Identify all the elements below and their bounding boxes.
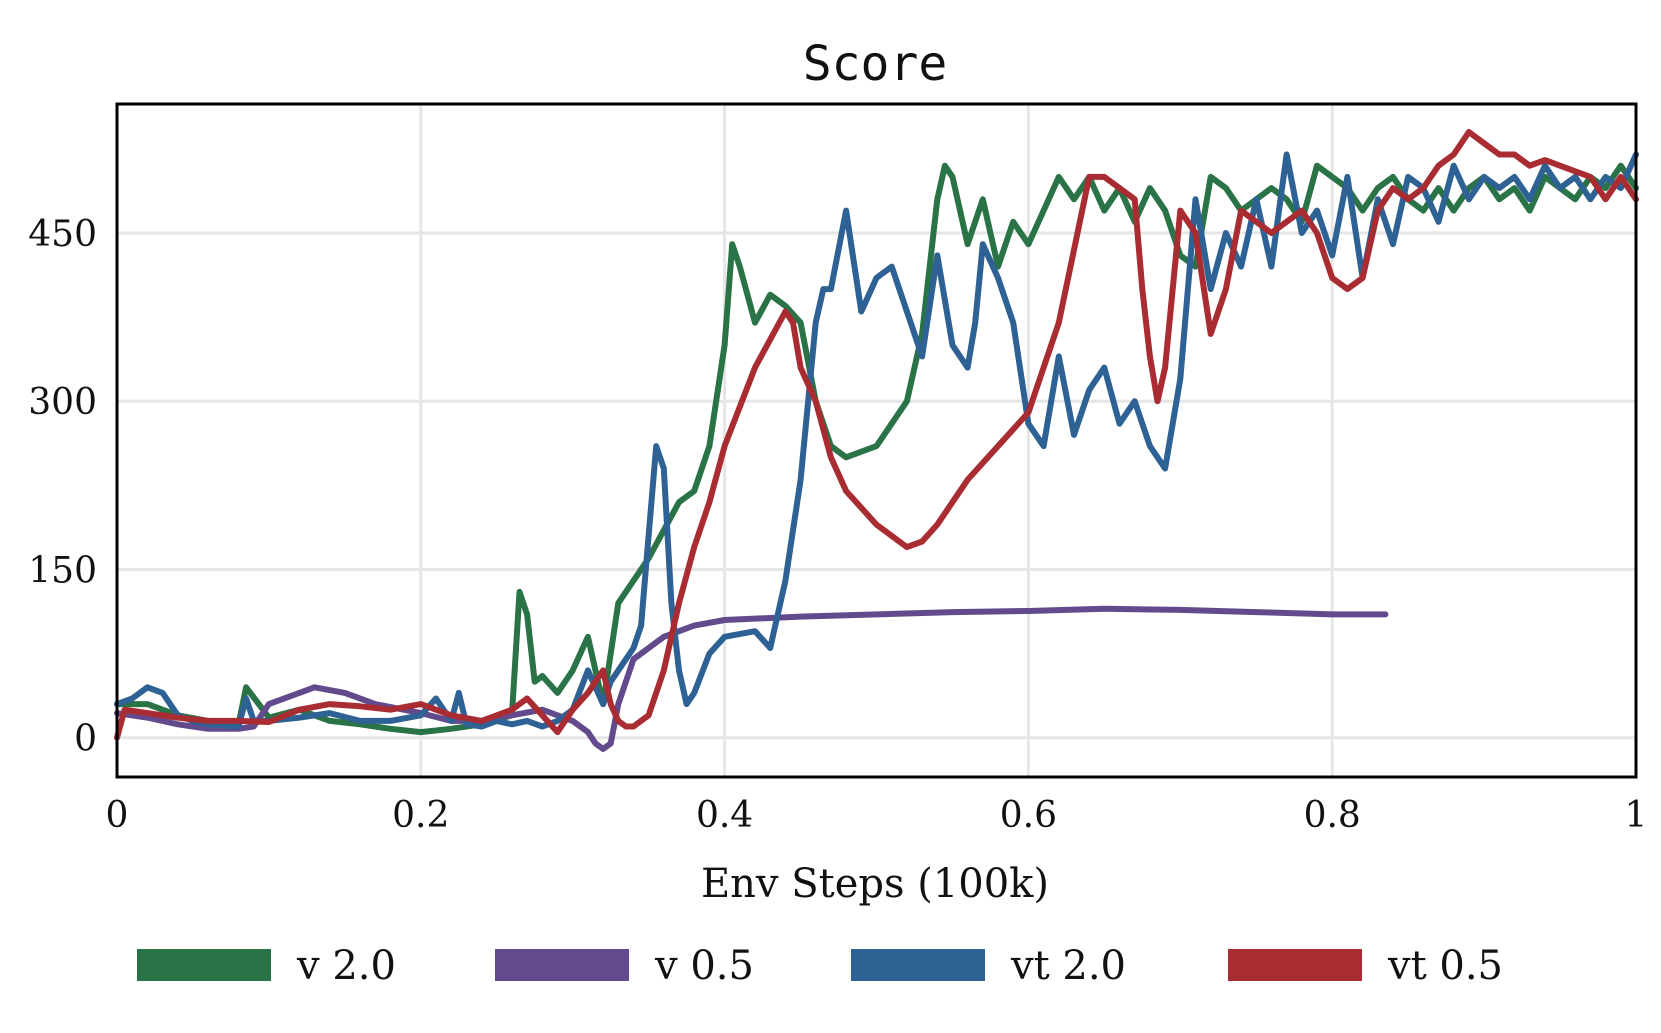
series-lines: [114, 129, 1639, 752]
x-tick-label: 0: [106, 795, 129, 836]
x-tick-label: 1: [1625, 795, 1648, 836]
y-tick-label: 0: [74, 719, 97, 760]
series-line-v-0-5: [114, 605, 1389, 752]
x-tick-label: 0.8: [1304, 795, 1361, 836]
y-tick-label: 450: [28, 214, 97, 255]
plot-frame: [115, 102, 1638, 779]
legend: v 2.0 v 0.5 vt 2.0 vt 0.5: [137, 943, 1503, 989]
legend-label-vt-2-0: vt 2.0: [1010, 943, 1126, 989]
tick-labels: 0 0.2 0.4 0.6 0.8 1 0 150 300 450: [28, 214, 1647, 836]
x-axis-label: Env Steps (100k): [701, 861, 1049, 907]
legend-label-v-0-5: v 0.5: [654, 943, 754, 989]
legend-swatch-v-2-0: [137, 949, 271, 981]
y-tick-label: 150: [28, 550, 97, 591]
x-tick-label: 0.2: [392, 795, 449, 836]
legend-label-v-2-0: v 2.0: [296, 943, 396, 989]
x-tick-label: 0.6: [1000, 795, 1057, 836]
series-line-v-2-0: [114, 162, 1639, 736]
grid-lines: [115, 104, 1638, 777]
legend-label-vt-0-5: vt 0.5: [1387, 943, 1503, 989]
legend-swatch-vt-0-5: [1228, 949, 1362, 981]
y-tick-label: 300: [28, 382, 97, 423]
legend-swatch-vt-2-0: [851, 949, 985, 981]
x-tick-label: 0.4: [696, 795, 753, 836]
series-line-vt-0-5: [114, 129, 1639, 741]
series-line-vt-2-0: [114, 151, 1639, 730]
chart-title: Score: [803, 36, 948, 92]
legend-swatch-v-0-5: [495, 949, 629, 981]
